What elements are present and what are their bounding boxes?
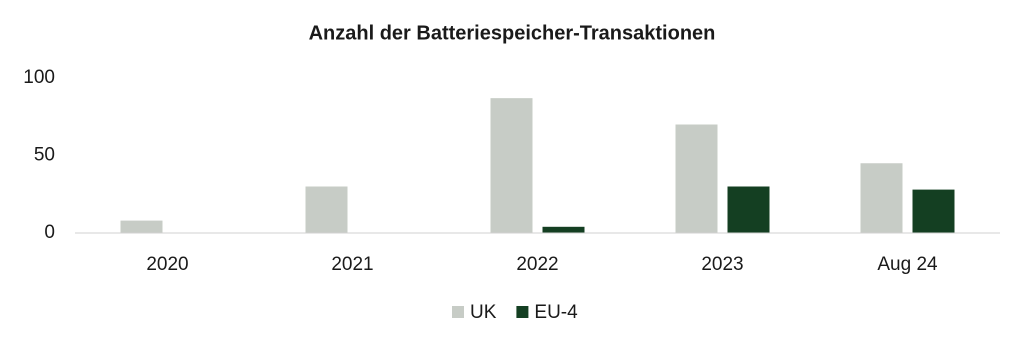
bar	[860, 163, 903, 233]
bar	[912, 189, 955, 233]
bar	[490, 98, 533, 234]
x-tick-label: 2021	[331, 254, 373, 275]
legend-label: UK	[470, 302, 497, 323]
x-tick-label: Aug 24	[877, 254, 938, 275]
chart-title: Anzahl der Batteriespeicher-Transaktione…	[309, 22, 716, 44]
bar	[675, 124, 718, 233]
bar	[542, 226, 585, 233]
bar	[727, 186, 770, 233]
x-tick-label: 2022	[516, 254, 558, 275]
legend-label: EU-4	[534, 302, 578, 323]
x-tick-label: 2023	[701, 254, 743, 275]
y-tick-label: 0	[44, 222, 55, 243]
y-tick-label: 50	[34, 145, 55, 166]
y-tick-label: 100	[23, 67, 55, 88]
x-tick-label: 2020	[146, 254, 188, 275]
legend-swatch	[516, 306, 529, 318]
bar	[120, 220, 163, 233]
bar	[305, 186, 348, 233]
legend-swatch	[452, 306, 464, 318]
